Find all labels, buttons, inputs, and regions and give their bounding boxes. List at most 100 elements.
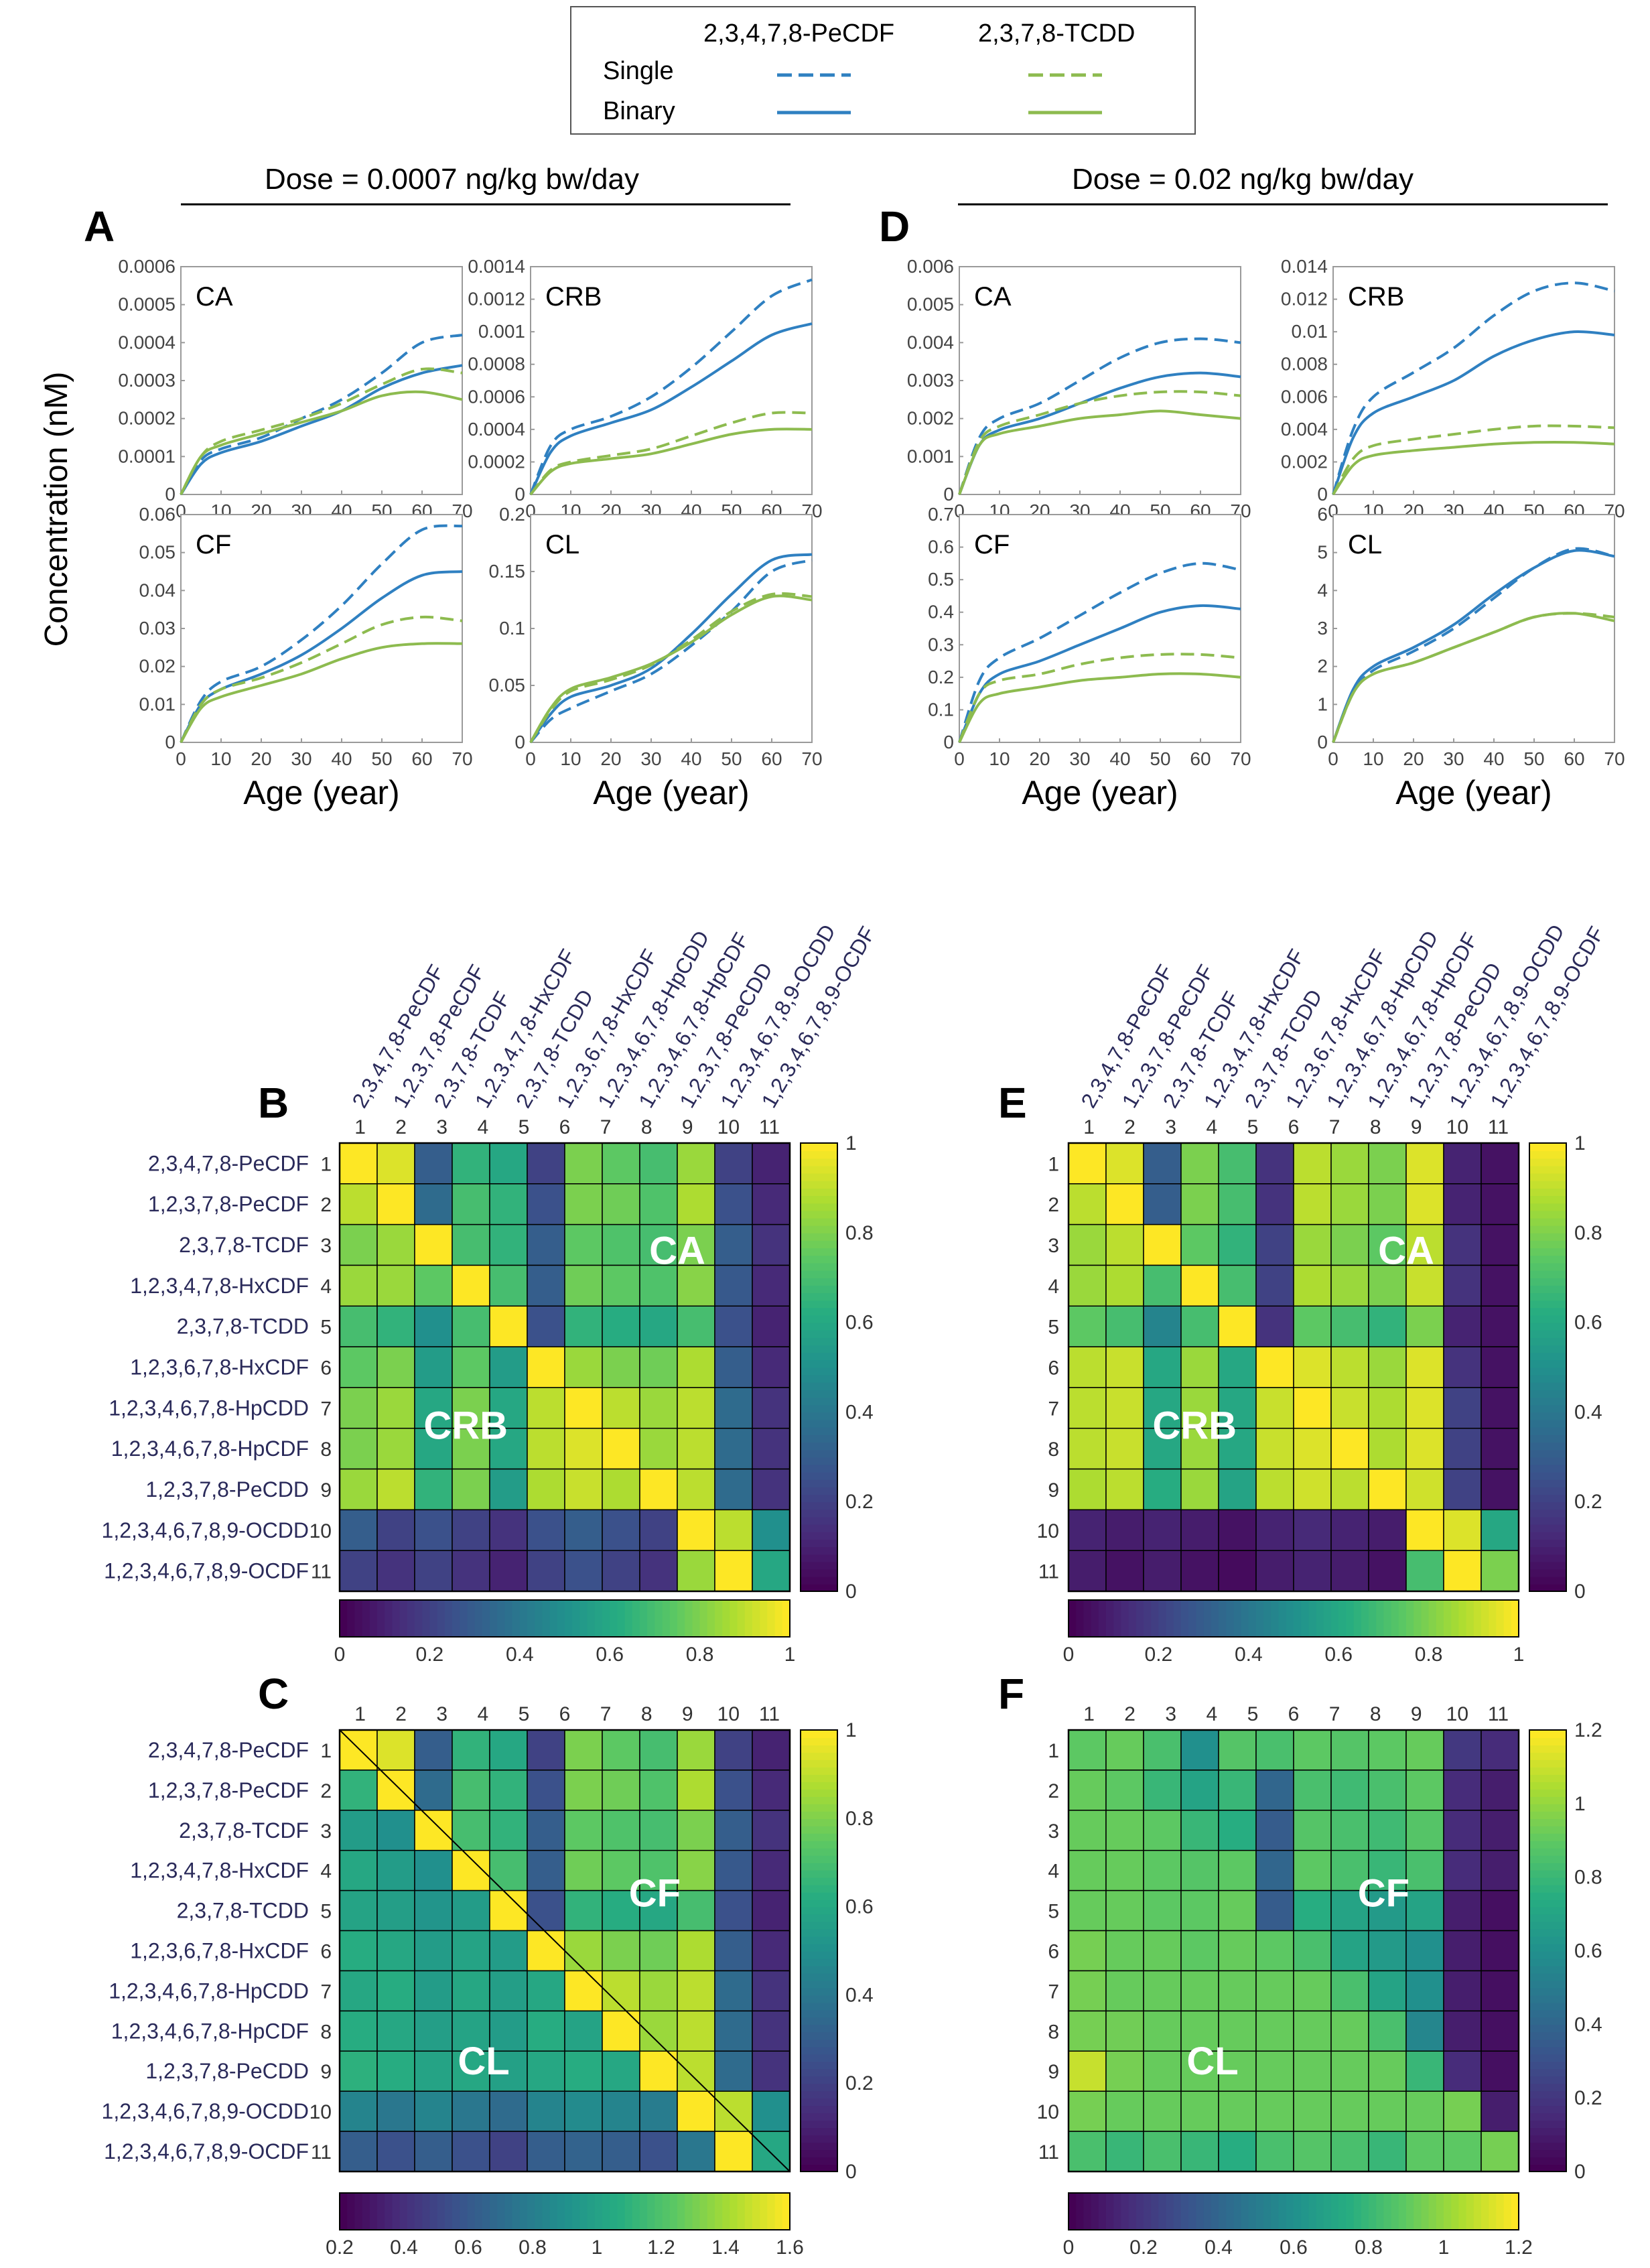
heatmap-cell bbox=[376, 1810, 415, 1851]
row-index-label: 10 bbox=[310, 1520, 332, 1542]
colorbar-segment bbox=[801, 1419, 837, 1428]
heatmap-cell bbox=[714, 1346, 753, 1388]
heatmap-cell bbox=[1180, 2131, 1219, 2172]
colorbar-segment bbox=[801, 2017, 837, 2025]
colorbar-segment bbox=[1529, 1803, 1566, 1812]
colorbar-segment bbox=[1128, 2193, 1137, 2230]
heatmap-frame bbox=[338, 1142, 791, 1593]
colorbar-segment bbox=[1529, 1486, 1566, 1495]
colorbar-segment bbox=[1391, 1600, 1399, 1637]
heatmap-cell bbox=[564, 2131, 603, 2172]
heatmap-cell bbox=[677, 1509, 715, 1551]
colorbar-segment bbox=[415, 1600, 423, 1637]
heatmap-cell bbox=[1293, 2050, 1332, 2092]
heatmap-cell bbox=[489, 2010, 528, 2052]
heatmap-cell bbox=[1105, 1970, 1144, 2012]
heatmap-cell bbox=[1218, 1468, 1257, 1511]
heatmap-cell bbox=[1481, 2131, 1519, 2172]
heatmap-cell bbox=[1105, 1264, 1144, 1307]
legend: 2,3,4,7,8-PeCDF 2,3,7,8-TCDD Single Bina… bbox=[570, 6, 1196, 135]
column-index-label: 1 bbox=[1083, 1703, 1095, 1725]
colorbar-segment bbox=[407, 2193, 415, 2230]
heatmap-cell bbox=[602, 1264, 640, 1307]
heatmap-cell bbox=[1330, 2010, 1369, 2052]
colorbar-tick-label: 0.4 bbox=[390, 2237, 418, 2259]
colorbar-segment bbox=[1529, 1502, 1566, 1510]
heatmap-cell bbox=[602, 1305, 640, 1347]
heatmap-cell bbox=[677, 2010, 715, 2052]
colorbar-segment bbox=[669, 2193, 678, 2230]
row-index-label: 8 bbox=[320, 2021, 332, 2043]
colorbar-segment bbox=[1398, 1600, 1407, 1637]
heatmap-cell bbox=[489, 1346, 528, 1388]
colorbar-segment bbox=[407, 1600, 415, 1637]
colorbar-segment bbox=[1529, 1457, 1566, 1465]
plot-title: CF bbox=[974, 530, 1010, 559]
column-index-label: 3 bbox=[436, 1703, 448, 1725]
x-tick-label: 70 bbox=[452, 748, 472, 769]
colorbar-segment bbox=[1529, 1412, 1566, 1420]
series-line-4 bbox=[529, 427, 813, 496]
row-index-label: 2 bbox=[1048, 1194, 1059, 1216]
colorbar-segment bbox=[1263, 2193, 1272, 2230]
x-tick-label: 10 bbox=[210, 748, 231, 769]
colorbar-segment bbox=[392, 2193, 401, 2230]
row-congener-label: 1,2,3,4,6,7,8,9-OCDD bbox=[102, 2099, 309, 2123]
heatmap-cell bbox=[527, 1889, 565, 1932]
heatmap-cell bbox=[677, 1729, 715, 1771]
colorbar-segment bbox=[1383, 2193, 1392, 2230]
row-index-label: 3 bbox=[1048, 1235, 1059, 1257]
colorbar-segment bbox=[801, 1329, 837, 1338]
colorbar-segment bbox=[767, 1600, 776, 1637]
heatmap-cell bbox=[639, 1346, 678, 1388]
row-congener-label: 2,3,4,7,8-PeCDF bbox=[148, 1151, 309, 1175]
column-index-label: 10 bbox=[1446, 1703, 1468, 1725]
region-label-upper: CA bbox=[1378, 1229, 1434, 1273]
colorbar-segment bbox=[1529, 1774, 1566, 1782]
colorbar-segment bbox=[801, 2127, 837, 2136]
colorbar-segment bbox=[801, 1345, 837, 1353]
row-index-label: 9 bbox=[1048, 1479, 1059, 1502]
heatmap-cell bbox=[1405, 1305, 1444, 1347]
heatmap-cell bbox=[1068, 1509, 1107, 1551]
series-line-1 bbox=[958, 561, 1241, 743]
colorbar-segment bbox=[677, 1600, 686, 1637]
heatmap-cell bbox=[602, 1387, 640, 1429]
colorbar-segment bbox=[1444, 2193, 1452, 2230]
colorbar-segment bbox=[504, 2193, 513, 2230]
heatmap-cell bbox=[1293, 1346, 1332, 1388]
colorbar-segment bbox=[1398, 2193, 1407, 2230]
heatmap-cell bbox=[1105, 2131, 1144, 2172]
column-index-label: 10 bbox=[717, 1116, 740, 1138]
heatmap-cell bbox=[639, 1305, 678, 1347]
heatmap-cell bbox=[714, 1264, 753, 1307]
heatmap-cell bbox=[1068, 1427, 1107, 1470]
heatmap-cell bbox=[452, 1468, 490, 1511]
y-tick-label: 0.02 bbox=[139, 656, 176, 677]
y-tick-label: 0.0004 bbox=[468, 419, 525, 440]
heatmap-cell bbox=[1105, 1223, 1144, 1266]
colorbar-segment bbox=[1369, 2193, 1377, 2230]
heatmap-cell bbox=[677, 2050, 715, 2092]
heatmap-cell bbox=[376, 1387, 415, 1429]
colorbar-segment bbox=[801, 2164, 837, 2172]
colorbar-segment bbox=[557, 1600, 565, 1637]
colorbar-segment bbox=[801, 1486, 837, 1495]
colorbar-segment bbox=[497, 2193, 506, 2230]
heatmap-cell bbox=[1143, 1305, 1182, 1347]
heatmap-cell bbox=[414, 1970, 453, 2012]
heatmap-cell bbox=[1481, 1810, 1519, 1851]
colorbar-segment bbox=[692, 1600, 701, 1637]
colorbar-segment bbox=[527, 2193, 536, 2230]
colorbar-segment bbox=[801, 1150, 837, 1159]
y-tick-label: 5 bbox=[1317, 542, 1328, 563]
colorbar-tick-label: 0.2 bbox=[416, 1644, 444, 1666]
heatmap-cell bbox=[1180, 1770, 1219, 1811]
heatmap-cell bbox=[1405, 2010, 1444, 2052]
heatmap-cell bbox=[1443, 1346, 1482, 1388]
colorbar-segment bbox=[801, 1292, 837, 1301]
heatmap-cell bbox=[1068, 1889, 1107, 1932]
colorbar-segment bbox=[1529, 1847, 1566, 1856]
heatmap-cell bbox=[1255, 1183, 1294, 1225]
